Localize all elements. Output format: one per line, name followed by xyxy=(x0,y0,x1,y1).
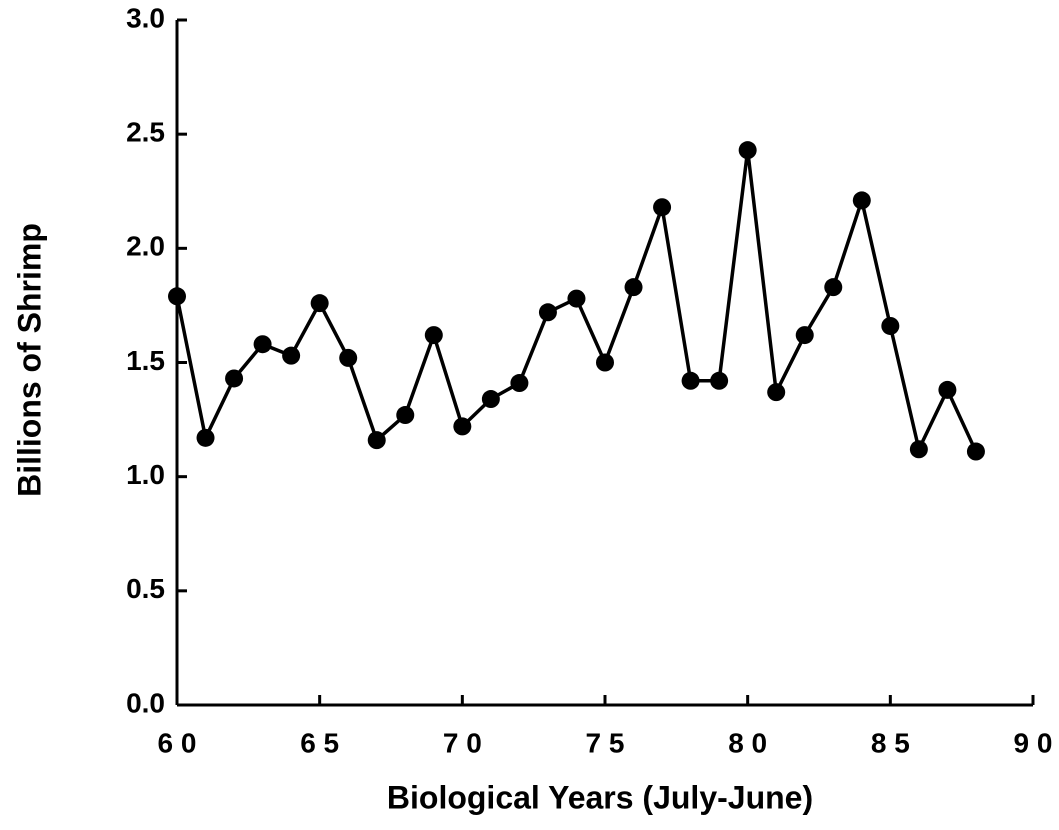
y-tick-label: 0.5 xyxy=(126,573,165,604)
point xyxy=(881,316,900,335)
x-axis-label: Biological Years (July-June) xyxy=(387,779,813,815)
point xyxy=(852,191,871,210)
x-tick-label: 7 5 xyxy=(586,727,625,758)
point xyxy=(367,431,386,450)
x-tick-label: 8 0 xyxy=(728,727,767,758)
point xyxy=(710,371,729,390)
point xyxy=(453,417,472,436)
point xyxy=(767,383,786,402)
point xyxy=(909,440,928,459)
y-axis-label: Billions of Shrimp xyxy=(11,223,47,497)
y-tick-label: 2.0 xyxy=(126,231,165,262)
point xyxy=(481,390,500,409)
point xyxy=(196,428,215,447)
point xyxy=(396,406,415,425)
point xyxy=(310,294,329,313)
y-tick-label: 1.5 xyxy=(126,345,165,376)
point xyxy=(225,369,244,388)
point xyxy=(824,278,843,297)
point xyxy=(624,278,643,297)
x-tick-label: 7 0 xyxy=(443,727,482,758)
y-tick-label: 2.5 xyxy=(126,117,165,148)
point xyxy=(538,303,557,322)
point xyxy=(510,374,529,393)
point xyxy=(653,198,672,217)
y-tick-label: 1.0 xyxy=(126,459,165,490)
y-tick-label: 3.0 xyxy=(126,2,165,33)
y-tick-label: 0.0 xyxy=(126,687,165,718)
point xyxy=(966,442,985,461)
x-tick-label: 6 5 xyxy=(300,727,339,758)
x-tick-label: 9 0 xyxy=(1014,727,1053,758)
point xyxy=(795,326,814,345)
point xyxy=(253,335,272,354)
point xyxy=(681,371,700,390)
point xyxy=(596,353,614,372)
point xyxy=(168,287,186,306)
point xyxy=(282,346,301,365)
point xyxy=(938,380,957,399)
point xyxy=(424,326,443,345)
point xyxy=(339,348,358,367)
x-tick-label: 8 5 xyxy=(871,727,910,758)
x-tick-label: 6 0 xyxy=(158,727,197,758)
point xyxy=(738,141,757,160)
point xyxy=(567,289,586,308)
